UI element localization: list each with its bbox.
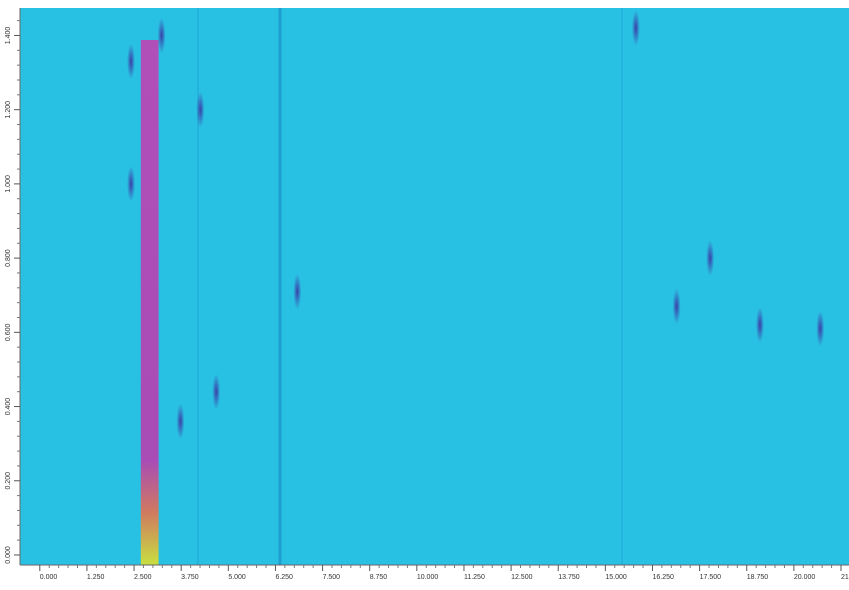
y-tick-label: 1.000 [5, 175, 12, 193]
peak [127, 165, 136, 202]
peak [157, 17, 166, 54]
x-tick-label: 11.250 [464, 574, 485, 581]
x-tick-label: 6.250 [275, 574, 293, 581]
peak [706, 240, 715, 277]
peak [293, 273, 302, 310]
peak [196, 91, 205, 128]
x-tick-label: 10.000 [417, 574, 439, 581]
x-tick-label: 8.750 [370, 574, 388, 581]
peak [672, 288, 681, 325]
y-tick-label: 0.000 [5, 546, 12, 564]
x-tick-label: 7.500 [323, 574, 341, 581]
y-tick-label: 0.200 [5, 472, 12, 490]
y-tick-label: 0.600 [5, 323, 12, 341]
x-tick-label: 0.000 [40, 574, 58, 581]
x-tick-label: 5.000 [228, 574, 246, 581]
x-tick-label: 20.000 [794, 574, 816, 581]
x-tick-label: 13.750 [558, 574, 580, 581]
peak [631, 10, 640, 47]
x-tick-label: 3.750 [181, 574, 199, 581]
y-tick-label: 1.200 [5, 101, 12, 119]
peak [816, 310, 825, 347]
peak [176, 403, 185, 440]
peak [127, 43, 136, 80]
band [140, 40, 159, 565]
peak [212, 373, 221, 410]
x-tick-label: 18.750 [747, 574, 769, 581]
y-tick-label: 0.400 [5, 398, 12, 416]
peak [755, 306, 764, 343]
x-tick-label: 15.000 [605, 574, 627, 581]
y-tick-label: 0.800 [5, 249, 12, 267]
x-tick-label: 21.250 [841, 574, 849, 581]
x-tick-label: 1.250 [87, 574, 105, 581]
x-tick-label: 12.500 [511, 574, 533, 581]
x-tick-label: 17.500 [700, 574, 722, 581]
x-tick-label: 2.500 [134, 574, 152, 581]
y-tick-label: 1.400 [5, 27, 12, 45]
x-tick-label: 16.250 [652, 574, 674, 581]
